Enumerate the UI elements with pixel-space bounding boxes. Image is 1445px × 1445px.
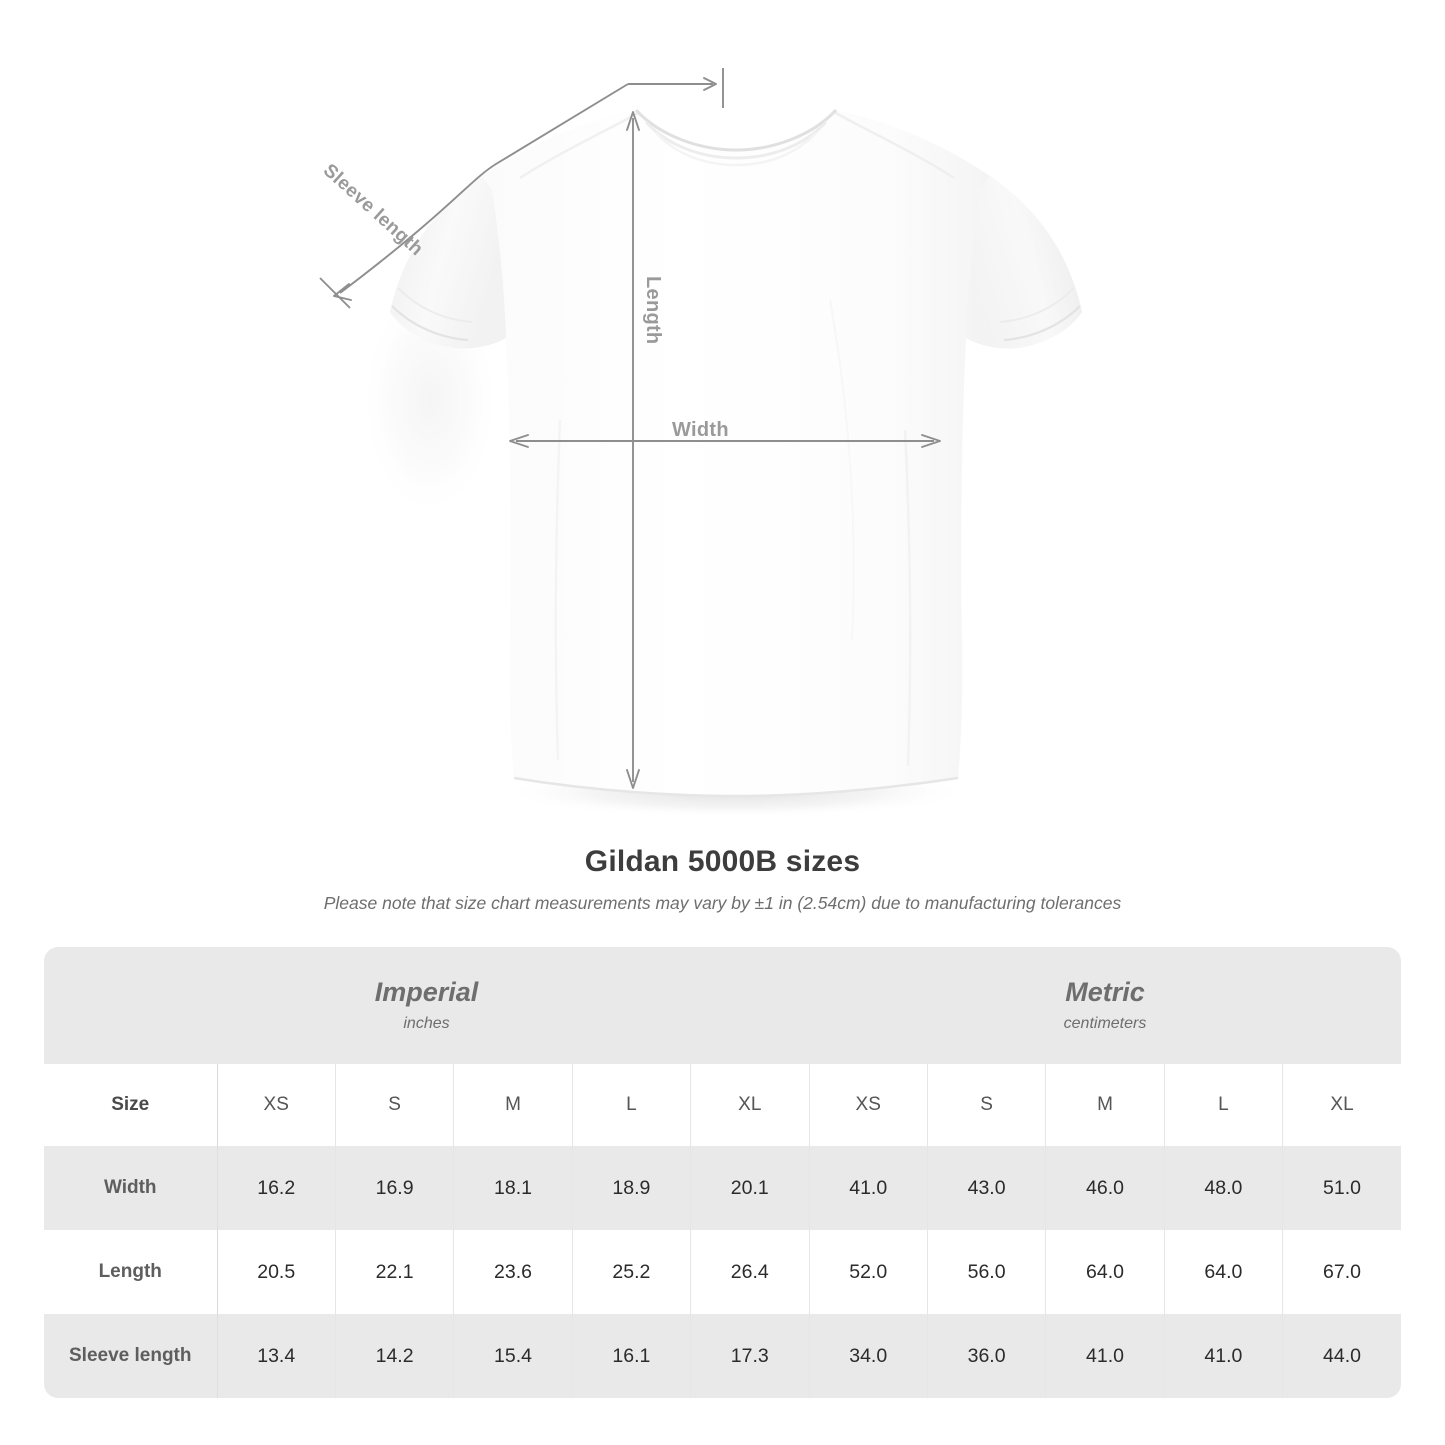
- cell-length-imperial-m: 23.6: [453, 1230, 573, 1314]
- cell-sleeve-metric-s: 36.0: [927, 1314, 1047, 1398]
- cell-width-imperial-s: 16.9: [335, 1146, 455, 1230]
- cell-width-metric-s: 43.0: [927, 1146, 1047, 1230]
- unit-header-row: Imperial inches Metric centimeters: [44, 947, 1401, 1064]
- column-header-metric-m: M: [1045, 1064, 1165, 1146]
- size-header-row: Size XS S M L XL XS S M L XL: [44, 1064, 1401, 1146]
- cell-length-metric-s: 56.0: [927, 1230, 1047, 1314]
- unit-group-imperial: Imperial inches: [44, 947, 809, 1064]
- cell-width-metric-xl: 51.0: [1282, 1146, 1401, 1230]
- length-dimension-label: Length: [642, 276, 664, 345]
- cell-sleeve-imperial-l: 16.1: [572, 1314, 692, 1398]
- cell-width-metric-xs: 41.0: [809, 1146, 928, 1230]
- cell-length-imperial-xs: 20.5: [217, 1230, 336, 1314]
- table-row: Length 20.5 22.1 23.6 25.2 26.4 52.0 56.…: [44, 1230, 1401, 1314]
- column-header-imperial-s: S: [335, 1064, 455, 1146]
- cell-length-metric-xl: 67.0: [1282, 1230, 1401, 1314]
- cell-sleeve-imperial-m: 15.4: [453, 1314, 573, 1398]
- cell-length-metric-l: 64.0: [1164, 1230, 1284, 1314]
- cell-length-imperial-s: 22.1: [335, 1230, 455, 1314]
- width-dimension-label: Width: [672, 419, 729, 441]
- column-header-size: Size: [44, 1064, 218, 1146]
- cell-sleeve-imperial-xs: 13.4: [217, 1314, 336, 1398]
- cell-width-imperial-m: 18.1: [453, 1146, 573, 1230]
- column-header-metric-s: S: [927, 1064, 1047, 1146]
- unit-group-imperial-name: Imperial: [374, 977, 479, 1008]
- column-header-metric-xl: XL: [1282, 1064, 1401, 1146]
- cell-sleeve-metric-xs: 34.0: [809, 1314, 928, 1398]
- cell-length-metric-xs: 52.0: [809, 1230, 928, 1314]
- unit-group-imperial-sub: inches: [403, 1014, 450, 1032]
- cell-width-imperial-xs: 16.2: [217, 1146, 336, 1230]
- table-row: Width 16.2 16.9 18.1 18.9 20.1 41.0 43.0…: [44, 1146, 1401, 1230]
- row-label-width: Width: [44, 1146, 218, 1230]
- column-header-imperial-l: L: [572, 1064, 692, 1146]
- column-header-imperial-m: M: [453, 1064, 573, 1146]
- tshirt-illustration: [319, 68, 1082, 818]
- column-header-imperial-xl: XL: [690, 1064, 810, 1146]
- cell-width-imperial-l: 18.9: [572, 1146, 692, 1230]
- chart-title-block: Gildan 5000B sizes Please note that size…: [0, 845, 1445, 914]
- cell-width-metric-m: 46.0: [1045, 1146, 1165, 1230]
- cell-sleeve-imperial-s: 14.2: [335, 1314, 455, 1398]
- cell-sleeve-imperial-xl: 17.3: [690, 1314, 810, 1398]
- cell-width-imperial-xl: 20.1: [690, 1146, 810, 1230]
- column-header-metric-xs: XS: [809, 1064, 928, 1146]
- row-label-sleeve-length: Sleeve length: [44, 1314, 218, 1398]
- cell-sleeve-metric-l: 41.0: [1164, 1314, 1284, 1398]
- page-subtitle: Please note that size chart measurements…: [323, 893, 1122, 913]
- cell-width-metric-l: 48.0: [1164, 1146, 1284, 1230]
- unit-group-metric-sub: centimeters: [1063, 1014, 1147, 1032]
- cell-length-imperial-l: 25.2: [572, 1230, 692, 1314]
- tshirt-measurement-diagram: Sleeve length Length Width: [319, 68, 1082, 818]
- size-chart-table: Imperial inches Metric centimeters Size …: [44, 947, 1401, 1398]
- page-title: Gildan 5000B sizes: [584, 845, 861, 878]
- unit-group-metric-name: Metric: [1065, 977, 1145, 1008]
- size-chart-table-wrapper: Imperial inches Metric centimeters Size …: [44, 947, 1401, 1398]
- cell-length-imperial-xl: 26.4: [690, 1230, 810, 1314]
- cell-sleeve-metric-xl: 44.0: [1282, 1314, 1401, 1398]
- table-row: Sleeve length 13.4 14.2 15.4 16.1 17.3 3…: [44, 1314, 1401, 1398]
- column-header-imperial-xs: XS: [217, 1064, 336, 1146]
- row-label-length: Length: [44, 1230, 218, 1314]
- column-header-metric-l: L: [1164, 1064, 1284, 1146]
- cell-length-metric-m: 64.0: [1045, 1230, 1165, 1314]
- unit-group-metric: Metric centimeters: [809, 947, 1401, 1064]
- cell-sleeve-metric-m: 41.0: [1045, 1314, 1165, 1398]
